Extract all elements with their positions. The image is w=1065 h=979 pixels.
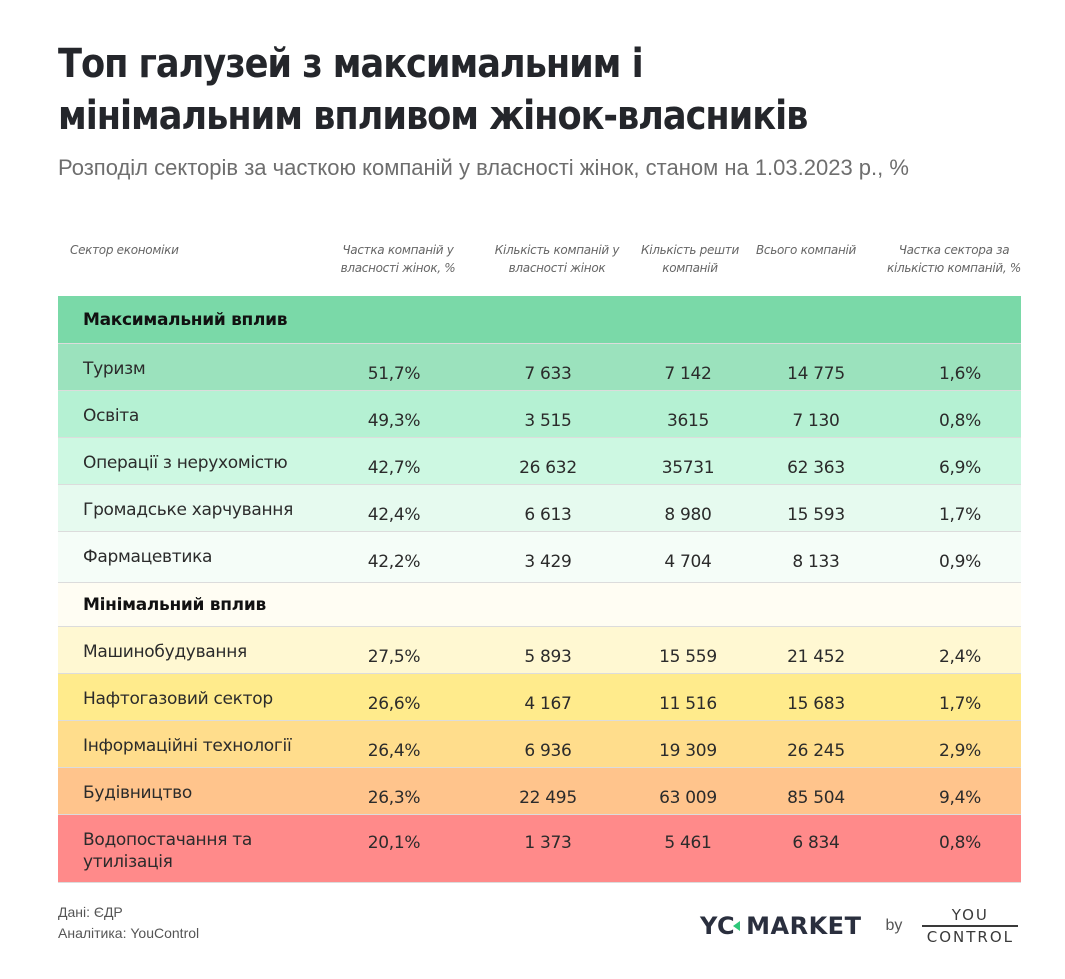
page-title: Топ галузей з максимальним і мінімальним… [58, 38, 1026, 142]
cell-share-women: 51,7% [367, 364, 421, 384]
column-header-total: Всього компаній [756, 243, 857, 257]
cell-share-women: 26,6% [367, 694, 421, 714]
sector-name: Інформаційні технології [83, 736, 292, 756]
cell-total: 15 683 [787, 694, 845, 714]
group-header-max: Максимальний вплив [58, 296, 1021, 344]
sector-name: Будівництво [83, 783, 192, 803]
cell-total: 62 363 [787, 458, 845, 478]
logo-by: by [885, 917, 903, 934]
sector-name: Нафтогазовий сектор [83, 689, 273, 709]
yc-market-logo: YC MARKET [700, 912, 861, 940]
cell-sector-share: 1,7% [939, 694, 981, 714]
title-line-2: мінімальним впливом жінок-власників [58, 93, 808, 139]
cell-sector-share: 1,6% [939, 364, 981, 384]
cell-sector-share: 2,9% [939, 741, 981, 761]
cell-women-companies: 4 167 [524, 694, 572, 714]
group-label: Мінімальний вплив [83, 595, 266, 615]
sector-name: Водопостачання та утилізація [83, 830, 252, 872]
cell-women-companies: 5 893 [524, 647, 572, 667]
cell-share-women: 27,5% [367, 647, 421, 667]
logo-you: YOU [951, 906, 989, 924]
cell-women-companies: 7 633 [524, 364, 572, 384]
cell-sector-share: 0,9% [939, 552, 981, 572]
cell-other-companies: 63 009 [659, 788, 717, 808]
cell-other-companies: 8 980 [664, 505, 712, 525]
table-row: Машинобудування 27,5% 5 893 15 559 21 452 2,4… [58, 627, 1021, 674]
table-row: Туризм 51,7% 7 633 7 142 14 775 1,6% [58, 344, 1021, 391]
sector-name: Операції з нерухомістю [83, 453, 288, 473]
cell-women-companies: 22 495 [519, 788, 577, 808]
cell-other-companies: 7 142 [664, 364, 712, 384]
cell-share-women: 42,4% [367, 505, 421, 525]
column-header-women-companies: Кількість компаній у власності жінок [494, 243, 620, 275]
table-row: Операції з нерухомістю 42,7% 26 632 35731 62… [58, 438, 1021, 485]
cell-sector-share: 1,7% [939, 505, 981, 525]
cell-sector-share: 9,4% [939, 788, 981, 808]
logo-divider [922, 925, 1019, 927]
sector-name: Освіта [83, 406, 139, 426]
cell-total: 26 245 [787, 741, 845, 761]
cell-share-women: 42,7% [367, 458, 421, 478]
footer: Дані: ЄДР Аналітика: YouControl [58, 902, 199, 944]
column-header-sector: Сектор економіки [70, 243, 179, 257]
cell-total: 85 504 [787, 788, 845, 808]
data-source: Дані: ЄДР [58, 904, 123, 920]
column-header-share-women: Частка компаній у власності жінок, % [340, 243, 456, 275]
sector-name: Туризм [83, 359, 146, 379]
sector-name: Фармацевтика [83, 547, 213, 567]
cell-women-companies: 3 429 [524, 552, 572, 572]
cell-other-companies: 11 516 [659, 694, 717, 714]
cell-total: 14 775 [787, 364, 845, 384]
chevron-left-icon [733, 921, 741, 931]
title-line-1: Топ галузей з максимальним і [58, 41, 644, 87]
column-header-sector-share: Частка сектора за кількістю компаній, % [887, 243, 1021, 275]
cell-sector-share: 2,4% [939, 647, 981, 667]
cell-other-companies: 15 559 [659, 647, 717, 667]
column-header-other-companies: Кількість решти компаній [641, 243, 739, 275]
logo-control: CONTROL [926, 928, 1014, 946]
cell-sector-share: 0,8% [939, 833, 981, 853]
cell-share-women: 26,4% [367, 741, 421, 761]
cell-women-companies: 6 936 [524, 741, 572, 761]
logo-yc: YC [700, 912, 736, 940]
cell-other-companies: 3615 [666, 411, 710, 431]
analytics-credit: Аналітика: YouControl [58, 925, 200, 941]
cell-share-women: 42,2% [367, 552, 421, 572]
cell-women-companies: 1 373 [524, 833, 572, 853]
cell-sector-share: 0,8% [939, 411, 981, 431]
cell-other-companies: 19 309 [659, 741, 717, 761]
cell-other-companies: 4 704 [664, 552, 712, 572]
table-row: Будівництво 26,3% 22 495 63 009 85 504 9,4% [58, 768, 1021, 815]
table-row: Фармацевтика 42,2% 3 429 4 704 8 133 0,9% [58, 532, 1021, 583]
group-label: Максимальний вплив [83, 310, 288, 330]
sector-name: Громадське харчування [83, 500, 294, 520]
data-table: Максимальний вплив Туризм 51,7% 7 633 7 142… [58, 296, 1021, 883]
table-row: Інформаційні технології 26,4% 6 936 19 309 2… [58, 721, 1021, 768]
logo: YC MARKET by YOU CONTROL [700, 906, 1019, 946]
cell-other-companies: 35731 [661, 458, 715, 478]
cell-other-companies: 5 461 [664, 833, 712, 853]
cell-share-women: 26,3% [367, 788, 421, 808]
cell-total: 6 834 [792, 833, 840, 853]
cell-total: 7 130 [792, 411, 840, 431]
table-row: Водопостачання та утилізація 20,1% 1 373 5 … [58, 815, 1021, 883]
subtitle: Розподіл секторів за часткою компаній у … [58, 155, 909, 180]
cell-total: 8 133 [792, 552, 840, 572]
table-row: Освіта 49,3% 3 515 3615 7 130 0,8% [58, 391, 1021, 438]
cell-total: 21 452 [787, 647, 845, 667]
cell-women-companies: 26 632 [519, 458, 577, 478]
cell-total: 15 593 [787, 505, 845, 525]
table-row: Громадське харчування 42,4% 6 613 8 980 15 5… [58, 485, 1021, 532]
logo-market: MARKET [746, 912, 862, 940]
group-header-min: Мінімальний вплив [58, 583, 1021, 627]
cell-women-companies: 3 515 [524, 411, 572, 431]
cell-share-women: 20,1% [367, 833, 421, 853]
youcontrol-logo: YOU CONTROL [922, 906, 1019, 946]
cell-sector-share: 6,9% [939, 458, 981, 478]
cell-share-women: 49,3% [367, 411, 421, 431]
cell-women-companies: 6 613 [524, 505, 572, 525]
table-row: Нафтогазовий сектор 26,6% 4 167 11 516 15 68… [58, 674, 1021, 721]
sector-name: Машинобудування [83, 642, 247, 662]
